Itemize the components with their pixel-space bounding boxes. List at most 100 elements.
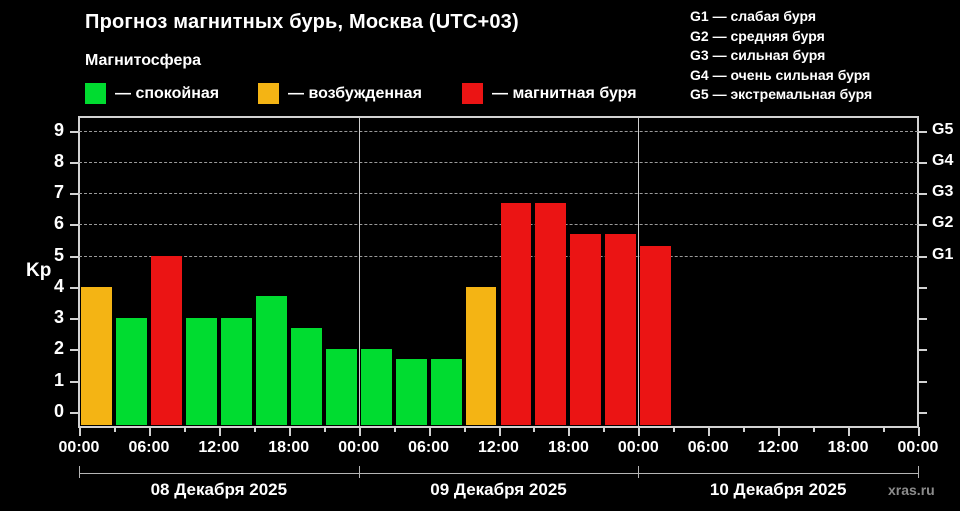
y-tick-label: 7 [53, 182, 64, 203]
gridline [79, 255, 918, 257]
day-separator-line [638, 117, 640, 427]
x-axis-tick [638, 427, 641, 436]
x-axis-tick [463, 427, 466, 432]
gridline [79, 130, 918, 132]
x-axis-tick [253, 427, 256, 432]
y-axis-tick-right [918, 255, 927, 258]
x-axis-tick [323, 427, 326, 432]
y-axis-tick-right [918, 161, 927, 164]
bar [360, 349, 392, 425]
y-axis-tick-right [918, 349, 927, 352]
x-axis-tick [603, 427, 606, 432]
legend-label-quiet: — спокойная [115, 84, 220, 102]
bar [535, 202, 567, 425]
y-tick-label: 1 [53, 369, 64, 390]
x-axis-tick [918, 427, 920, 436]
x-tick-label: 06:00 [687, 439, 729, 456]
g-scale-legend: G1 — слабая буря G2 — средняя буря G3 — … [690, 7, 872, 105]
x-axis-tick [358, 427, 361, 436]
y-axis-tick-right [918, 318, 927, 321]
g-legend-line-1: G1 — слабая буря [690, 8, 817, 24]
x-axis-tick [393, 427, 396, 432]
g-legend-line-3: G3 — сильная буря [690, 47, 826, 63]
g-axis-label: G5 [932, 120, 954, 138]
bar [185, 318, 217, 425]
chart-subtitle: Магнитосфера [85, 52, 202, 69]
y-axis-tick [70, 412, 79, 414]
bar [220, 318, 252, 425]
y-tick-label: 6 [53, 213, 64, 234]
g-axis-label: G4 [932, 151, 954, 169]
y-axis-tick-right [918, 286, 927, 289]
bar [255, 296, 287, 425]
x-axis-tick [288, 427, 291, 436]
legend-item-storm: — магнитная буря [462, 83, 637, 104]
x-axis-tick [813, 427, 816, 432]
g-legend-line-2: G2 — средняя буря [690, 27, 825, 44]
bar [325, 349, 357, 425]
g-axis-label: G1 [932, 245, 954, 263]
x-axis-tick [673, 427, 676, 432]
x-tick-label: 18:00 [827, 439, 869, 456]
y-axis-tick [70, 318, 79, 321]
x-tick-label: 06:00 [128, 439, 170, 456]
y-tick-label: 3 [53, 307, 64, 328]
x-axis-tick [708, 427, 711, 436]
y-axis-tick [70, 349, 79, 352]
day-bracket-tick [638, 466, 640, 478]
bar [395, 358, 427, 425]
gridline [79, 193, 918, 195]
x-tick-label: 00:00 [897, 439, 939, 456]
y-tick-label: 5 [53, 244, 64, 265]
y-tick-label: 2 [53, 338, 64, 359]
x-axis-tick [848, 427, 851, 436]
g-legend-line-4: G4 — очень сильная буря [690, 66, 871, 83]
x-tick-label: 00:00 [338, 439, 380, 456]
legend-item-active: — возбужденная [258, 83, 422, 104]
legend-label-storm: — магнитная буря [492, 84, 637, 102]
y-axis-tick-right [918, 130, 927, 133]
bar [290, 327, 322, 425]
active-color-swatch-icon [258, 83, 279, 104]
y-axis-tick [70, 193, 79, 196]
day-bracket-tick [79, 466, 80, 478]
chart-title: Прогноз магнитных бурь, Москва (UTC+03) [85, 11, 519, 33]
bar [81, 286, 112, 425]
x-axis-tick [498, 427, 501, 436]
bar [150, 255, 182, 425]
day-bracket-line [79, 473, 918, 474]
y-axis-tick-right [918, 380, 927, 383]
x-axis-tick [148, 427, 151, 436]
x-axis-tick [218, 427, 221, 436]
y-axis-tick-right [918, 193, 927, 196]
x-tick-label: 18:00 [547, 439, 589, 456]
g-axis-label: G2 [932, 214, 954, 232]
legend-label-active: — возбужденная [288, 84, 422, 102]
date-label: 08 Декабря 2025 [150, 480, 288, 499]
y-axis-tick [70, 161, 79, 164]
x-axis-tick [743, 427, 746, 432]
x-tick-label: 00:00 [617, 439, 659, 456]
y-axis-tick [70, 224, 79, 227]
x-tick-label: 12:00 [757, 439, 799, 456]
watermark: xras.ru [888, 482, 935, 498]
x-axis-tick [79, 427, 81, 436]
day-bracket-tick [358, 466, 360, 478]
g-axis-label: G3 [932, 183, 954, 201]
x-axis-tick [568, 427, 571, 436]
y-axis-tick [70, 255, 79, 258]
bar [570, 233, 602, 425]
bar [465, 286, 497, 425]
bar [605, 233, 637, 425]
x-axis-tick [533, 427, 536, 432]
date-label: 10 Декабря 2025 [709, 480, 847, 499]
y-axis-tick-right [918, 412, 927, 414]
bar [500, 202, 532, 425]
legend-item-quiet: — спокойная [85, 83, 219, 104]
x-tick-label: 18:00 [268, 439, 310, 456]
gridline [79, 161, 918, 163]
x-axis-tick [428, 427, 431, 436]
x-tick-label: 12:00 [198, 439, 240, 456]
day-separator-line [358, 117, 360, 427]
x-axis-tick [778, 427, 781, 436]
